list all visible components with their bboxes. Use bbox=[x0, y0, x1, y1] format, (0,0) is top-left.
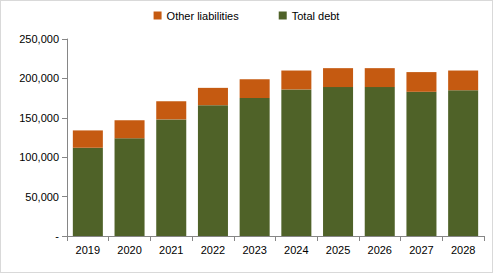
svg-text:50,000: 50,000 bbox=[25, 191, 59, 203]
svg-text:250,000: 250,000 bbox=[19, 33, 59, 45]
svg-text:2022: 2022 bbox=[201, 244, 225, 256]
svg-text:2021: 2021 bbox=[159, 244, 183, 256]
svg-text:2025: 2025 bbox=[326, 244, 350, 256]
svg-text:200,000: 200,000 bbox=[19, 72, 59, 84]
svg-text:Other liabilities: Other liabilities bbox=[167, 10, 240, 22]
svg-text:2020: 2020 bbox=[117, 244, 141, 256]
svg-text:Total debt: Total debt bbox=[292, 10, 340, 22]
svg-text:150,000: 150,000 bbox=[19, 112, 59, 124]
svg-text:2026: 2026 bbox=[368, 244, 392, 256]
svg-text:2028: 2028 bbox=[451, 244, 475, 256]
svg-text:2019: 2019 bbox=[76, 244, 100, 256]
svg-text:-: - bbox=[55, 230, 59, 242]
svg-text:2027: 2027 bbox=[409, 244, 433, 256]
svg-text:100,000: 100,000 bbox=[19, 151, 59, 163]
svg-text:2023: 2023 bbox=[242, 244, 266, 256]
svg-text:2024: 2024 bbox=[284, 244, 308, 256]
